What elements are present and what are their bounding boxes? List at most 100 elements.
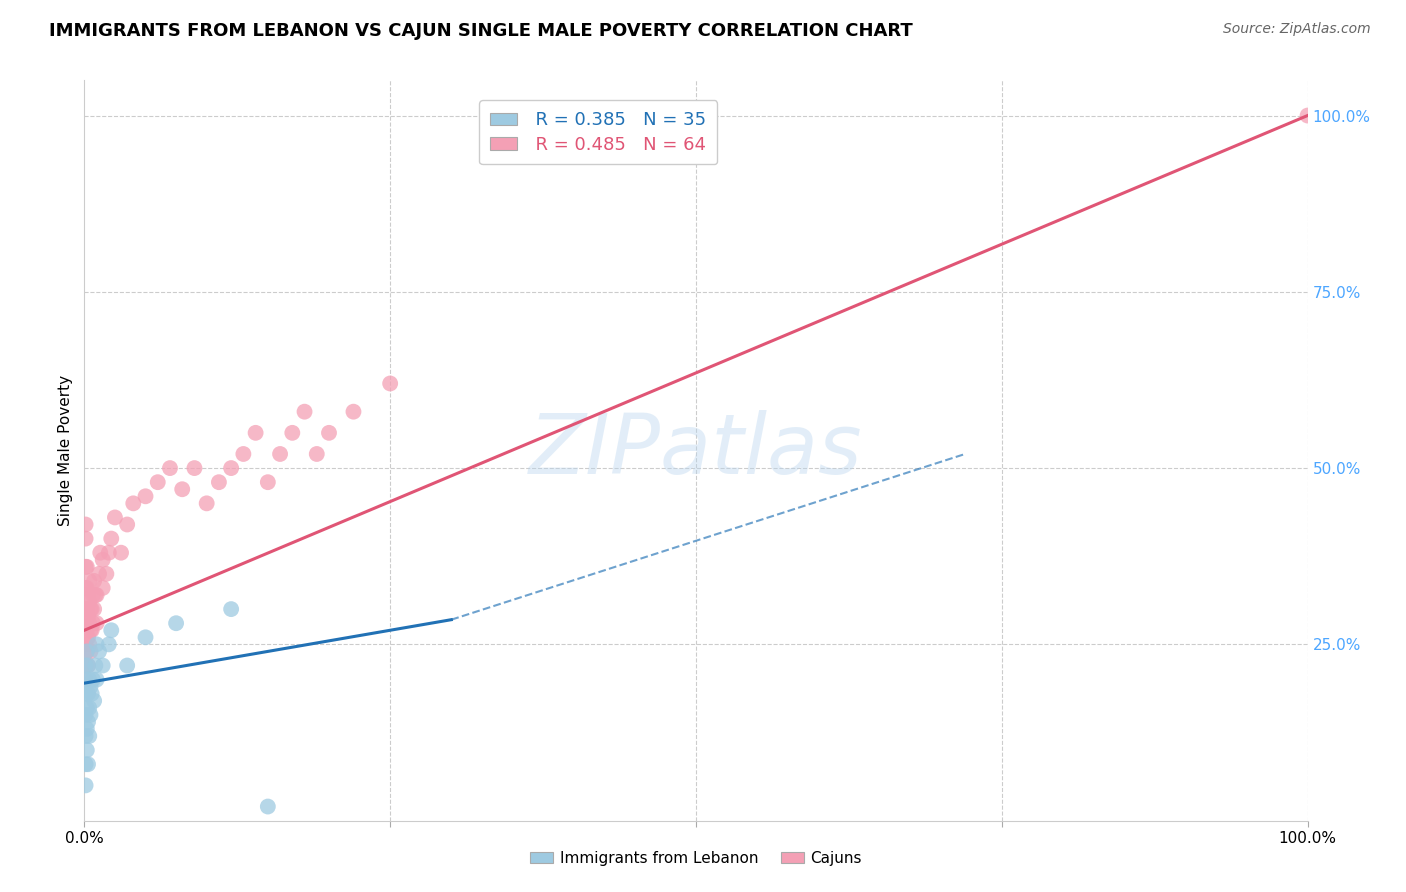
Point [77, 658, 100, 673]
Point [77, 595, 100, 609]
Point [76, 644, 98, 658]
Point [75, 581, 97, 595]
Text: IMMIGRANTS FROM LEBANON VS CAJUN SINGLE MALE POVERTY CORRELATION CHART: IMMIGRANTS FROM LEBANON VS CAJUN SINGLE … [49, 22, 912, 40]
Point [257, 799, 280, 814]
Point [294, 405, 316, 419]
Point [100, 532, 122, 546]
Point [76, 644, 98, 658]
Point [75, 707, 97, 722]
Point [87, 566, 110, 581]
Point [87, 644, 110, 658]
Point [96, 566, 118, 581]
Point [84, 658, 107, 673]
Point [86, 673, 108, 687]
Point [79, 707, 101, 722]
Point [122, 496, 145, 510]
Point [77, 616, 100, 631]
Point [75, 757, 97, 772]
Point [82, 673, 104, 687]
Point [146, 475, 169, 490]
Point [91, 581, 114, 595]
Point [77, 729, 100, 743]
Point [115, 658, 138, 673]
Point [172, 482, 194, 496]
Point [183, 461, 205, 475]
Point [75, 602, 97, 616]
Point [305, 447, 328, 461]
Point [80, 602, 103, 616]
Point [75, 778, 97, 792]
Point [91, 658, 114, 673]
Point [110, 546, 132, 560]
Point [86, 588, 108, 602]
Point [115, 517, 138, 532]
Point [86, 616, 108, 631]
Point [219, 602, 242, 616]
Point [79, 680, 101, 694]
Legend: Immigrants from Lebanon, Cajuns: Immigrants from Lebanon, Cajuns [524, 845, 868, 872]
Point [97, 637, 120, 651]
Point [104, 510, 127, 524]
Point [84, 588, 107, 602]
Point [77, 701, 100, 715]
Point [1296, 109, 1319, 123]
Point [77, 757, 100, 772]
Y-axis label: Single Male Poverty: Single Male Poverty [58, 375, 73, 526]
Point [77, 637, 100, 651]
Point [83, 694, 105, 708]
Point [75, 559, 97, 574]
Point [380, 376, 402, 391]
Point [75, 658, 97, 673]
Point [232, 447, 254, 461]
Point [75, 673, 97, 687]
Point [75, 658, 97, 673]
Point [135, 630, 157, 644]
Point [257, 475, 280, 490]
Point [82, 588, 104, 602]
Point [77, 673, 100, 687]
Point [97, 546, 120, 560]
Point [342, 405, 364, 419]
Point [77, 714, 100, 729]
Point [77, 687, 100, 701]
Point [219, 461, 242, 475]
Point [91, 553, 114, 567]
Point [77, 609, 100, 624]
Point [76, 701, 98, 715]
Point [89, 546, 111, 560]
Point [79, 644, 101, 658]
Point [76, 624, 98, 638]
Point [83, 602, 105, 616]
Point [76, 559, 98, 574]
Point [208, 475, 231, 490]
Point [79, 624, 101, 638]
Point [80, 687, 103, 701]
Point [159, 461, 181, 475]
Point [75, 637, 97, 651]
Point [76, 581, 98, 595]
Point [86, 637, 108, 651]
Point [75, 616, 97, 631]
Point [82, 616, 104, 631]
Point [77, 658, 100, 673]
Point [79, 602, 101, 616]
Point [76, 673, 98, 687]
Point [77, 574, 100, 588]
Point [76, 602, 98, 616]
Point [76, 722, 98, 736]
Point [75, 687, 97, 701]
Point [77, 630, 100, 644]
Point [281, 425, 304, 440]
Point [75, 532, 97, 546]
Text: Source: ZipAtlas.com: Source: ZipAtlas.com [1223, 22, 1371, 37]
Point [77, 588, 100, 602]
Point [135, 489, 157, 503]
Point [75, 729, 97, 743]
Point [100, 624, 122, 638]
Point [165, 616, 187, 631]
Point [80, 624, 103, 638]
Point [195, 496, 218, 510]
Point [269, 447, 291, 461]
Point [245, 425, 267, 440]
Point [76, 743, 98, 757]
